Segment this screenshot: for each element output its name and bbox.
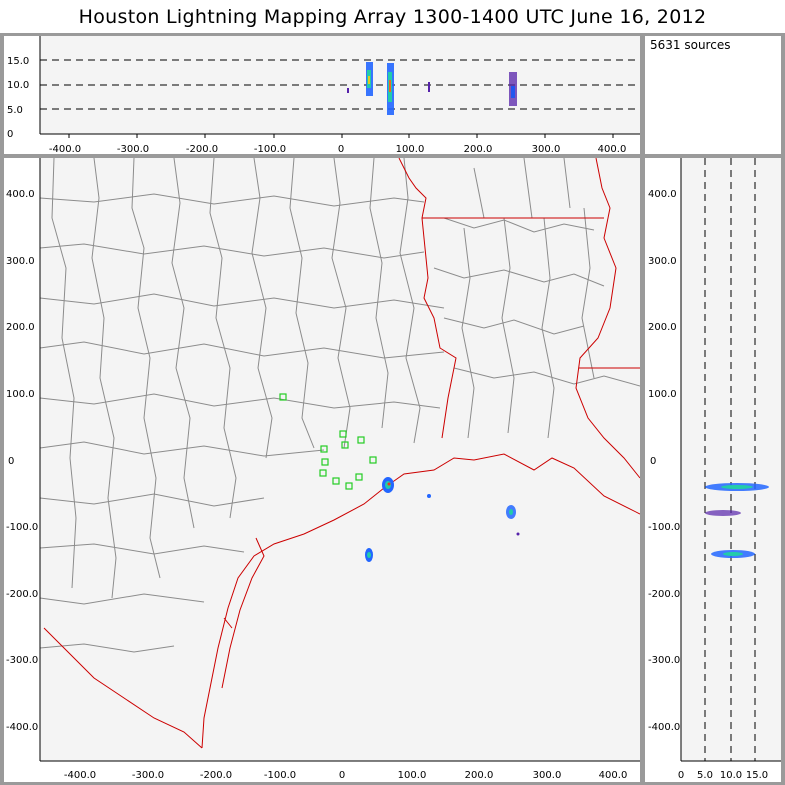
state-borders-coastline bbox=[43, 158, 640, 749]
y-tick-label: 200.0 bbox=[6, 322, 35, 333]
x-tick-label: 0 bbox=[339, 770, 345, 781]
altitude-vs-y-panel: 0 5.0 10.0 15.0 400.0 300.0 200.0 100.0 … bbox=[645, 158, 781, 782]
y-tick-label: -200.0 bbox=[6, 589, 38, 600]
x-tick-label: -200.0 bbox=[200, 770, 232, 781]
x-tick-label: 400.0 bbox=[599, 770, 628, 781]
x-tick-label: -300.0 bbox=[132, 770, 164, 781]
county-boundaries bbox=[39, 158, 640, 653]
y-tick-label: 0 bbox=[7, 129, 13, 140]
y-tick-label: -200.0 bbox=[648, 589, 680, 600]
x-tick-label: 300.0 bbox=[532, 144, 561, 154]
lma-stations bbox=[279, 393, 377, 490]
x-tick-label: 200.0 bbox=[464, 144, 493, 154]
y-tick-label: 0 bbox=[8, 456, 14, 467]
title-bar: Houston Lightning Mapping Array 1300-140… bbox=[0, 0, 785, 33]
y-tick-label: -100.0 bbox=[6, 522, 38, 533]
x-tick-label: 100.0 bbox=[396, 144, 425, 154]
y-tick-label: 10.0 bbox=[7, 80, 29, 91]
x-tick-label: -200.0 bbox=[186, 144, 218, 154]
x-tick-label: 200.0 bbox=[465, 770, 494, 781]
y-tick-label: 300.0 bbox=[648, 256, 677, 267]
plan-view-map: -400.0 -300.0 -200.0 -100.0 0 100.0 200.… bbox=[6, 158, 640, 781]
y-tick-label: 0 bbox=[650, 456, 656, 467]
y-tick-label: 15.0 bbox=[7, 56, 29, 67]
x-tick-label: 10.0 bbox=[720, 770, 742, 781]
lightning-clusters bbox=[365, 477, 520, 562]
altitude-dashed-lines bbox=[40, 59, 640, 110]
map-panel: -400.0 -300.0 -200.0 -100.0 0 100.0 200.… bbox=[4, 158, 640, 782]
plot-area bbox=[40, 158, 640, 761]
lightning-source-bands bbox=[705, 483, 769, 558]
x-tick-label: -100.0 bbox=[264, 770, 296, 781]
x-tick-marks bbox=[68, 134, 614, 138]
altitude-vs-y-plot: 0 5.0 10.0 15.0 400.0 300.0 200.0 100.0 … bbox=[648, 158, 781, 781]
y-tick-label: -400.0 bbox=[6, 722, 38, 733]
y-tick-label: 400.0 bbox=[6, 189, 35, 200]
x-tick-label: 300.0 bbox=[533, 770, 562, 781]
x-tick-label: -100.0 bbox=[254, 144, 286, 154]
altitude-vs-x-panel: -400.0 -300.0 -200.0 -100.0 0 100.0 200.… bbox=[4, 36, 640, 154]
y-tick-label: 100.0 bbox=[648, 389, 677, 400]
x-tick-label: -300.0 bbox=[117, 144, 149, 154]
y-tick-label: -100.0 bbox=[648, 522, 680, 533]
x-tick-label: 15.0 bbox=[746, 770, 768, 781]
lightning-source-columns bbox=[347, 62, 517, 115]
x-tick-label: 400.0 bbox=[598, 144, 627, 154]
x-tick-label: 0 bbox=[678, 770, 684, 781]
y-tick-label: 5.0 bbox=[7, 105, 23, 116]
x-tick-label: 5.0 bbox=[697, 770, 713, 781]
x-tick-label: 100.0 bbox=[398, 770, 427, 781]
altitude-vs-x-plot: -400.0 -300.0 -200.0 -100.0 0 100.0 200.… bbox=[7, 36, 640, 154]
y-tick-label: -300.0 bbox=[6, 655, 38, 666]
y-tick-label: 400.0 bbox=[648, 189, 677, 200]
y-tick-label: 300.0 bbox=[6, 256, 35, 267]
x-tick-label: -400.0 bbox=[64, 770, 96, 781]
y-tick-label: -400.0 bbox=[648, 722, 680, 733]
x-tick-label: -400.0 bbox=[49, 144, 81, 154]
source-count-panel: 5631 sources bbox=[645, 36, 781, 154]
x-tick-label: 0 bbox=[338, 144, 344, 154]
source-count: 5631 sources bbox=[650, 38, 731, 52]
y-tick-label: 100.0 bbox=[6, 389, 35, 400]
y-tick-label: -300.0 bbox=[648, 655, 680, 666]
page-title: Houston Lightning Mapping Array 1300-140… bbox=[78, 6, 707, 28]
y-tick-label: 200.0 bbox=[648, 322, 677, 333]
